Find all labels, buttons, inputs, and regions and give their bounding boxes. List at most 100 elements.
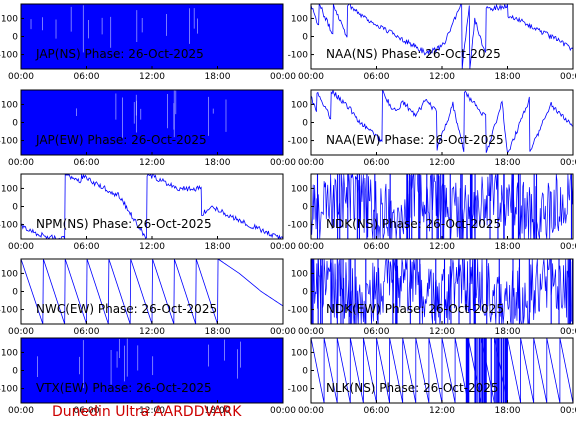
x-tick-label: 00:00 bbox=[560, 72, 576, 82]
series-line bbox=[311, 4, 573, 69]
x-tick-label: 00:00 bbox=[298, 406, 324, 416]
plot-area bbox=[311, 174, 573, 239]
x-tick-label: 00:00 bbox=[560, 158, 576, 168]
chart-panel: 100 0 -100 00:00 06:00 12:00 18:00 00:00 JAP(NS)… bbox=[0, 3, 296, 82]
x-tick-label: 06:00 bbox=[364, 72, 390, 82]
x-tick-label: 18:00 bbox=[495, 242, 521, 252]
x-tick-label: 00:00 bbox=[298, 242, 324, 252]
y-tick-label: 0 bbox=[302, 367, 308, 377]
x-tick-label: 06:00 bbox=[364, 406, 390, 416]
y-tick-label: 0 bbox=[302, 203, 308, 213]
y-tick-label: -100 bbox=[0, 221, 18, 231]
y-tick-label: 100 bbox=[1, 269, 18, 279]
plot-area bbox=[311, 90, 573, 155]
x-tick-label: 00:00 bbox=[8, 242, 34, 252]
x-tick-label: 06:00 bbox=[74, 327, 100, 337]
y-tick-label: 0 bbox=[12, 367, 18, 377]
x-tick-label: 06:00 bbox=[364, 327, 390, 337]
series-line bbox=[311, 90, 573, 155]
x-tick-label: 00:00 bbox=[270, 158, 296, 168]
panel-title: NDK(NS) Phase: 26-Oct-2025 bbox=[326, 217, 501, 231]
panel-title: NWC(EW) Phase: 26-Oct-2025 bbox=[36, 302, 217, 316]
y-tick-label: -100 bbox=[288, 221, 309, 231]
x-tick-label: 18:00 bbox=[495, 72, 521, 82]
x-tick-label: 00:00 bbox=[8, 327, 34, 337]
y-tick-label: 100 bbox=[291, 269, 308, 279]
x-tick-label: 06:00 bbox=[74, 72, 100, 82]
y-tick-label: 100 bbox=[291, 14, 308, 24]
x-tick-label: 12:00 bbox=[429, 406, 455, 416]
x-tick-label: 12:00 bbox=[429, 327, 455, 337]
x-tick-label: 00:00 bbox=[560, 242, 576, 252]
y-tick-label: 100 bbox=[291, 184, 308, 194]
y-tick-label: -100 bbox=[0, 306, 18, 316]
y-tick-label: 0 bbox=[12, 203, 18, 213]
footer-label: Dunedin Ultra AARDDVARK bbox=[52, 404, 242, 420]
y-tick-label: 0 bbox=[12, 119, 18, 129]
data-fill bbox=[21, 4, 283, 69]
plot-area bbox=[311, 4, 573, 69]
y-tick-label: 0 bbox=[12, 33, 18, 43]
chart-panel: 100 0 -100 00:00 06:00 12:00 18:00 00:00 NPM(NS)… bbox=[0, 173, 296, 252]
panel-title: JAP(NS) Phase: 26-Oct-2025 bbox=[35, 47, 204, 61]
x-tick-label: 12:00 bbox=[139, 72, 165, 82]
y-tick-label: 100 bbox=[1, 100, 18, 110]
chart-panel: 100 0 -100 00:00 06:00 12:00 18:00 00:00 NDK(NS)… bbox=[288, 173, 576, 252]
x-tick-label: 00:00 bbox=[298, 158, 324, 168]
x-tick-label: 06:00 bbox=[364, 242, 390, 252]
y-tick-label: 0 bbox=[302, 288, 308, 298]
y-tick-label: 0 bbox=[302, 119, 308, 129]
y-tick-label: 100 bbox=[1, 184, 18, 194]
x-tick-label: 00:00 bbox=[560, 327, 576, 337]
y-tick-label: 100 bbox=[291, 100, 308, 110]
data-fill bbox=[21, 338, 283, 403]
x-tick-label: 00:00 bbox=[8, 406, 34, 416]
chart-panel: 100 0 -100 00:00 06:00 12:00 18:00 00:00 NLK(NS)… bbox=[288, 337, 576, 416]
x-tick-label: 12:00 bbox=[429, 158, 455, 168]
x-tick-label: 00:00 bbox=[8, 158, 34, 168]
x-tick-label: 12:00 bbox=[429, 242, 455, 252]
x-tick-label: 00:00 bbox=[560, 406, 576, 416]
y-tick-label: -100 bbox=[288, 51, 309, 61]
y-tick-label: -100 bbox=[288, 306, 309, 316]
x-tick-label: 00:00 bbox=[270, 406, 296, 416]
chart-panel: 100 0 -100 00:00 06:00 12:00 18:00 00:00 VTX(EW)… bbox=[0, 337, 296, 416]
y-tick-label: -100 bbox=[288, 137, 309, 147]
y-tick-label: -100 bbox=[0, 51, 18, 61]
panel-title: NPM(NS) Phase: 26-Oct-2025 bbox=[36, 217, 212, 231]
x-tick-label: 06:00 bbox=[364, 158, 390, 168]
x-tick-label: 12:00 bbox=[139, 327, 165, 337]
y-tick-label: -100 bbox=[288, 385, 309, 395]
x-tick-label: 00:00 bbox=[270, 242, 296, 252]
x-tick-label: 12:00 bbox=[139, 158, 165, 168]
x-tick-label: 18:00 bbox=[205, 327, 231, 337]
x-tick-label: 00:00 bbox=[270, 72, 296, 82]
x-tick-label: 06:00 bbox=[74, 242, 100, 252]
chart-panel: 100 0 -100 00:00 06:00 12:00 18:00 00:00 NWC(EW)… bbox=[0, 258, 296, 337]
plot-area bbox=[21, 338, 283, 403]
x-tick-label: 18:00 bbox=[495, 327, 521, 337]
y-tick-label: 100 bbox=[1, 348, 18, 358]
x-tick-label: 00:00 bbox=[8, 72, 34, 82]
x-tick-label: 18:00 bbox=[205, 72, 231, 82]
y-tick-label: 100 bbox=[291, 348, 308, 358]
chart-panel: 100 0 -100 00:00 06:00 12:00 18:00 00:00 NAA(NS)… bbox=[288, 3, 576, 82]
x-tick-label: 00:00 bbox=[298, 72, 324, 82]
x-tick-label: 18:00 bbox=[205, 158, 231, 168]
plot-area bbox=[311, 259, 573, 324]
y-tick-label: 0 bbox=[12, 288, 18, 298]
chart-panel: 100 0 -100 00:00 06:00 12:00 18:00 00:00 JAP(EW)… bbox=[0, 89, 296, 168]
panel-title: JAP(EW) Phase: 26-Oct-2025 bbox=[35, 133, 207, 147]
chart-panel: 100 0 -100 00:00 06:00 12:00 18:00 00:00 NDK(EW)… bbox=[288, 258, 576, 337]
x-tick-label: 18:00 bbox=[205, 242, 231, 252]
series-line bbox=[311, 174, 573, 239]
chart-panel: 100 0 -100 00:00 06:00 12:00 18:00 00:00 NAA(EW)… bbox=[288, 89, 576, 168]
plot-area bbox=[311, 338, 573, 403]
y-tick-label: 0 bbox=[302, 33, 308, 43]
panel-title: NAA(EW) Phase: 26-Oct-2025 bbox=[326, 133, 504, 147]
series-line bbox=[21, 259, 283, 324]
panel-title: NAA(NS) Phase: 26-Oct-2025 bbox=[326, 47, 501, 61]
x-tick-label: 12:00 bbox=[429, 72, 455, 82]
x-tick-label: 06:00 bbox=[74, 406, 100, 416]
x-tick-label: 18:00 bbox=[205, 406, 231, 416]
